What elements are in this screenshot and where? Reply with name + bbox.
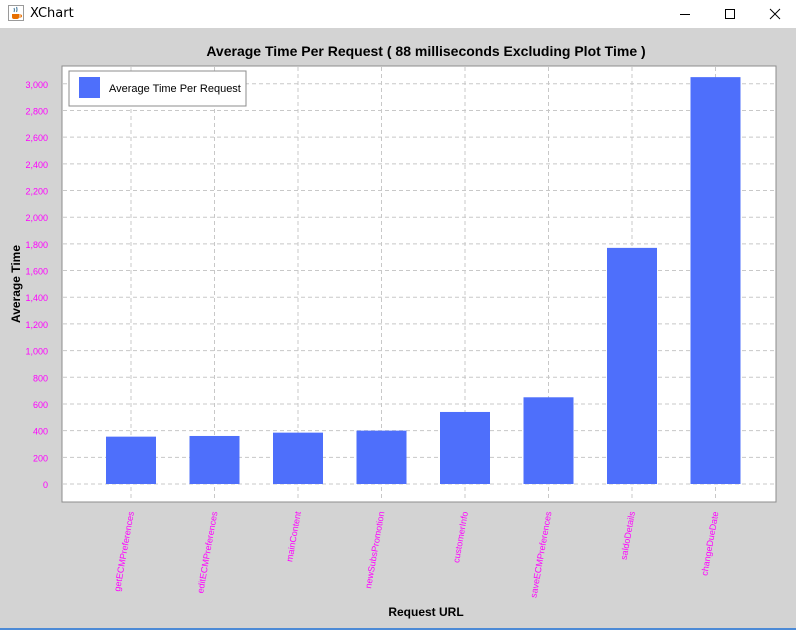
bars (106, 77, 741, 484)
bar (607, 247, 657, 484)
y-tick-label: 2,800 (25, 106, 48, 116)
y-tick-label: 400 (33, 427, 48, 437)
minimize-icon (679, 14, 690, 15)
window-bottom-edge (0, 628, 796, 630)
java-cup-icon (8, 5, 24, 21)
bar (523, 397, 574, 484)
x-tick-label: customerInfo (451, 511, 470, 564)
y-tick-label: 0 (43, 480, 48, 490)
bar-chart: Average Time Per Request ( 88 millisecon… (9, 43, 777, 619)
x-tick-label: saveECMPreferences (528, 510, 553, 598)
y-tick-label: 2,000 (25, 213, 48, 223)
close-button[interactable] (752, 0, 796, 28)
bar (356, 430, 407, 484)
bar (440, 411, 490, 484)
maximize-icon (724, 9, 735, 19)
plot-area (61, 65, 777, 503)
bar (189, 435, 240, 484)
legend-swatch (79, 77, 100, 98)
y-tick-label: 1,000 (25, 347, 48, 357)
y-tick-label: 2,200 (25, 187, 48, 197)
y-tick-label: 1,400 (25, 293, 48, 303)
maximize-button[interactable] (707, 0, 752, 28)
x-axis-ticks: getECMPreferences editECMPreferences mainC… (112, 510, 720, 598)
legend: Average Time Per Request (68, 70, 247, 107)
close-icon (769, 8, 780, 20)
legend-entry-label: Average Time Per Request (109, 83, 241, 95)
x-tick-label: editECMPreferences (195, 510, 219, 594)
x-tick-label: changeDueDate (699, 511, 720, 577)
legend-box (68, 70, 247, 107)
y-tick-label: 2,400 (25, 160, 48, 170)
minimize-button[interactable] (662, 0, 707, 28)
y-tick-label: 3,000 (25, 80, 48, 90)
x-axis-label: Request URL (388, 605, 463, 619)
y-tick-label: 2,600 (25, 133, 48, 143)
y-axis-ticks: 0 200 400 600 800 1,000 1,200 1,400 1,600 1,800 2,… (25, 80, 48, 490)
x-tick-label: mainContent (284, 510, 303, 562)
y-tick-label: 200 (33, 453, 48, 463)
bar (690, 77, 741, 484)
bar (106, 436, 156, 484)
bar (273, 432, 323, 484)
window-title: XChart (30, 6, 74, 21)
y-tick-label: 1,800 (25, 240, 48, 250)
chart-title: Average Time Per Request ( 88 millisecon… (206, 43, 645, 59)
y-axis-label: Average Time (9, 245, 23, 323)
x-tick-label: getECMPreferences (112, 510, 136, 592)
y-tick-label: 1,600 (25, 267, 48, 277)
y-tick-label: 1,200 (25, 320, 48, 330)
y-tick-label: 800 (33, 373, 48, 383)
x-tick-label: saldoDetails (619, 510, 637, 561)
x-tick-label: newSubsPromotion (363, 511, 386, 590)
y-tick-label: 600 (33, 400, 48, 410)
chart-panel: Average Time Per Request ( 88 millisecon… (0, 28, 796, 628)
window-titlebar: XChart (0, 0, 796, 28)
